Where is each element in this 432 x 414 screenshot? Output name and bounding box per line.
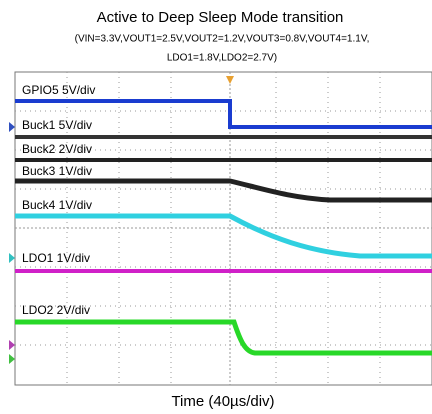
- channel-label: GPIO5 5V/div: [22, 83, 95, 97]
- traces: [15, 99, 432, 356]
- title: Active to Deep Sleep Mode transition: [97, 9, 344, 26]
- channel-labels: GPIO5 5V/div Buck1 5V/div Buck2 2V/div B…: [22, 83, 95, 317]
- channel-label: Buck2 2V/div: [22, 142, 92, 156]
- channel-markers: [9, 122, 15, 364]
- channel-label: LDO2 2V/div: [22, 303, 90, 317]
- screen: GPIO5 5V/div Buck1 5V/div Buck2 2V/div B…: [9, 71, 432, 386]
- trace-buck3: [15, 178, 432, 203]
- trace-buck4: [15, 213, 432, 259]
- trace-ldo2: [15, 319, 432, 356]
- trace-gpio5: [15, 99, 432, 129]
- x-axis-label: Time (40µs/div): [171, 393, 274, 410]
- channel-label: Buck1 5V/div: [22, 118, 92, 132]
- channel-label: Buck3 1V/div: [22, 164, 92, 178]
- conditions: LDO1=1.8V,LDO2=2.7V): [167, 53, 277, 64]
- channel-label: Buck4 1V/div: [22, 198, 92, 212]
- trigger-marker: [226, 76, 234, 84]
- channel-label: LDO1 1V/div: [22, 251, 90, 265]
- conditions: (VIN=3.3V,VOUT1=2.5V,VOUT2=1.2V,VOUT3=0.…: [75, 34, 370, 45]
